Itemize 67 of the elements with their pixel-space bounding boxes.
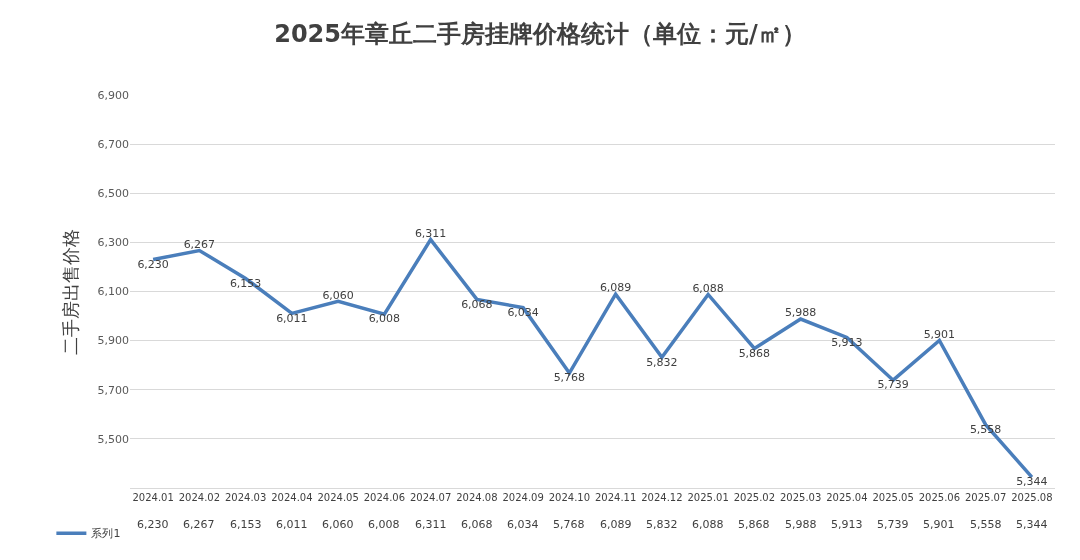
text: 5,558 bbox=[970, 518, 1002, 531]
x-tick-label: 2025.01 bbox=[687, 492, 729, 503]
text: 5,768 bbox=[553, 371, 586, 385]
y-tick-label: 6,300 bbox=[97, 236, 129, 250]
y-axis-title: 二手房出售价格 bbox=[59, 228, 81, 355]
text: 6,011 bbox=[276, 311, 308, 325]
text: 5,913 bbox=[831, 518, 863, 531]
x-tick-label: 2025.06 bbox=[918, 492, 961, 503]
x-tick-label: 2025.08 bbox=[1011, 492, 1053, 503]
text: 5,344 bbox=[1016, 518, 1048, 531]
y-tick-label: 6,100 bbox=[97, 285, 129, 299]
y-tick-label: 5,500 bbox=[97, 432, 129, 446]
text: 6,060 bbox=[322, 518, 354, 531]
chart-title: 2025年章丘二手房挂牌价格统计（单位：元/㎡） bbox=[274, 20, 806, 48]
x-tick-label: 2025.04 bbox=[826, 492, 868, 503]
x-tick-label: 2024.07 bbox=[409, 492, 452, 503]
text: 5,901 bbox=[923, 518, 955, 531]
legend-label: 系列1 bbox=[91, 527, 121, 541]
text: 5,868 bbox=[738, 518, 770, 531]
x-tick-label: 2024.09 bbox=[502, 492, 544, 503]
text: 6,088 bbox=[692, 518, 724, 531]
x-tick-label: 2025.02 bbox=[733, 492, 776, 503]
text: 6,034 bbox=[507, 518, 539, 531]
text: 6,230 bbox=[137, 518, 169, 531]
text: 5,739 bbox=[877, 378, 909, 392]
text: 6,153 bbox=[230, 518, 262, 531]
x-tick-label: 2024.11 bbox=[594, 492, 637, 503]
text: 5,739 bbox=[877, 518, 909, 531]
text: 6,008 bbox=[368, 518, 400, 531]
x-tick-label: 2025.05 bbox=[872, 492, 914, 503]
y-tick-label: 5,700 bbox=[97, 383, 129, 397]
x-tick-label: 2024.04 bbox=[271, 492, 313, 503]
text: 5,868 bbox=[738, 346, 771, 360]
text: 6,089 bbox=[600, 518, 632, 531]
text: 5,988 bbox=[784, 306, 817, 320]
text: 5,344 bbox=[1016, 475, 1048, 489]
text: 6,089 bbox=[599, 281, 632, 295]
x-tick-label: 2024.12 bbox=[641, 492, 683, 503]
x-tick-label: 2024.01 bbox=[132, 492, 174, 503]
y-tick-label: 6,900 bbox=[97, 88, 129, 102]
x-tick-label: 2024.03 bbox=[224, 492, 267, 503]
x-tick-label: 2025.07 bbox=[964, 492, 1007, 503]
text: 5,832 bbox=[646, 355, 678, 369]
y-tick-label: 6,700 bbox=[97, 137, 129, 151]
x-tick-label: 2024.02 bbox=[178, 492, 221, 503]
text: 5,832 bbox=[646, 518, 678, 531]
x-tick-label: 2024.08 bbox=[456, 492, 498, 503]
y-tick-label: 6,500 bbox=[97, 187, 129, 201]
text: 5,901 bbox=[923, 327, 956, 341]
text: 6,311 bbox=[415, 518, 447, 531]
text: 6,267 bbox=[183, 518, 215, 531]
text: 6,011 bbox=[276, 518, 308, 531]
text: 6,088 bbox=[692, 281, 724, 295]
x-tick-label: 2024.05 bbox=[317, 492, 359, 503]
text: 6,068 bbox=[461, 297, 493, 311]
text: 6,267 bbox=[183, 237, 216, 251]
text: 6,008 bbox=[368, 312, 401, 326]
text: 5,768 bbox=[553, 518, 585, 531]
text: 6,060 bbox=[322, 288, 354, 302]
text: 5,988 bbox=[785, 518, 817, 531]
x-tick-label: 2025.03 bbox=[779, 492, 822, 503]
x-tick-label: 2024.10 bbox=[548, 492, 591, 503]
x-tick-label: 2024.06 bbox=[363, 492, 406, 503]
text: 6,311 bbox=[414, 226, 447, 240]
text: 6,068 bbox=[461, 518, 493, 531]
y-tick-label: 5,900 bbox=[97, 334, 129, 348]
text: 6,230 bbox=[137, 257, 169, 271]
